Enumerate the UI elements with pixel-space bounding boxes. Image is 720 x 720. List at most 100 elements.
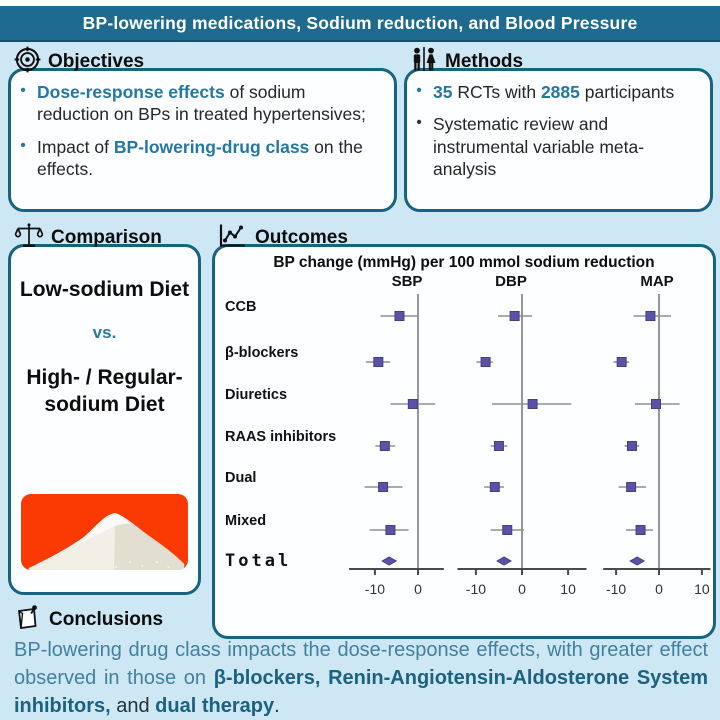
row-label: Total — [225, 551, 291, 571]
estimate-square — [480, 357, 491, 367]
bullet-dot: • — [20, 82, 26, 99]
column-header: DBP — [495, 273, 527, 290]
text-segment: dual therapy — [155, 695, 275, 717]
comparison-option-a: Low-sodium Diet — [19, 278, 190, 301]
salt-pile-photo — [21, 494, 188, 570]
text-segment: of sodium reduction on BPs in treated hy… — [37, 82, 366, 125]
tick-label: 10 — [694, 581, 710, 597]
text-segment: β-blockers, Renin-Angiotensin-Aldosteron… — [14, 667, 708, 717]
outcomes-header: Outcomes — [212, 222, 716, 249]
bullet-text: 35 RCTs with 2885 participants — [433, 81, 674, 103]
bullet-dot: • — [416, 114, 422, 132]
objectives-box: • Dose-response effects of sodium reducti… — [8, 68, 397, 212]
tick-label: 0 — [414, 581, 422, 597]
objectives-heading: Objectives — [48, 51, 145, 72]
methods-list: • 35 RCTs with 2885 participants • Systemat… — [407, 71, 710, 199]
outcomes-section: Outcomes BP change (mmHg) per 100 mmol s… — [212, 222, 716, 639]
text-segment: Systematic review and instrumental varia… — [433, 114, 645, 180]
text-segment: BP-lowering drug class impacts the dose-… — [14, 639, 708, 689]
tick-label: -10 — [466, 581, 486, 597]
estimate-square — [373, 357, 384, 367]
forest-plot-svg: SBP -10 0 DBP -10 0 10 MAP -10 0 10 CCB β-blockers Di… — [225, 273, 711, 597]
text-segment: Impact of — [37, 136, 114, 157]
top-margin — [0, 0, 720, 6]
row-label: Mixed — [225, 513, 266, 529]
text-segment: RCTs with — [452, 82, 541, 102]
balance-scale-icon — [14, 222, 44, 249]
note-pin-icon — [14, 604, 42, 631]
text-segment: 35 — [433, 82, 453, 102]
text-segment: BP-lowering-drug class — [113, 136, 310, 157]
row-label: CCB — [225, 299, 256, 315]
bullet-dot: • — [416, 82, 422, 99]
text-segment: Dose-response effects — [37, 82, 225, 102]
comparison-option-b: High- / Regular-sodium Diet — [26, 366, 183, 416]
text-segment: on the effects. — [37, 136, 363, 180]
line-chart-icon — [218, 222, 248, 249]
people-icon — [410, 47, 438, 73]
estimate-diamond — [629, 556, 646, 566]
target-icon — [14, 46, 41, 73]
bullet-dot: • — [20, 136, 26, 154]
estimate-square — [509, 311, 520, 321]
estimate-square — [645, 311, 656, 321]
comparison-header: Comparison — [8, 222, 201, 249]
bullet-text: Systematic review and instrumental varia… — [433, 113, 698, 180]
text-segment: . — [274, 695, 280, 717]
estimate-square — [650, 399, 661, 409]
outcomes-heading: Outcomes — [255, 227, 348, 248]
bullet-item: • Dose-response effects of sodium reducti… — [17, 81, 382, 126]
bullet-text: Dose-response effects of sodium reductio… — [37, 81, 382, 126]
tick-label: -10 — [606, 581, 626, 597]
bullet-item: • 35 RCTs with 2885 participants — [413, 81, 698, 103]
estimate-square — [616, 357, 627, 367]
row-label: Diuretics — [225, 387, 287, 403]
estimate-square — [489, 482, 500, 492]
methods-heading: Methods — [445, 51, 524, 72]
forest-plot-title: BP change (mmHg) per 100 mmol sodium red… — [273, 254, 655, 271]
bullet-item: • Systematic review and instrumental vari… — [413, 113, 698, 180]
objectives-header: Objectives — [8, 46, 397, 73]
comparison-section: Comparison Low-sodium Diet vs. High- / R… — [8, 222, 201, 595]
bullet-text: Impact of BP-lowering-drug class on the … — [37, 136, 382, 181]
methods-section: Methods • 35 RCTs with 2885 participants •… — [404, 46, 713, 212]
conclusions-header: Conclusions — [8, 604, 408, 631]
estimate-square — [527, 399, 538, 409]
comparison-heading: Comparison — [51, 227, 162, 248]
comparison-vs-label: vs. — [92, 323, 117, 343]
estimate-square — [385, 525, 396, 535]
estimate-diamond — [496, 556, 513, 566]
comparison-box: Low-sodium Diet vs. High- / Regular-sodi… — [8, 244, 201, 595]
column-header: SBP — [392, 273, 423, 290]
row-label: RAAS inhibitors — [225, 429, 336, 445]
methods-box: • 35 RCTs with 2885 participants • Systemat… — [404, 68, 713, 212]
bullet-item: • Impact of BP-lowering-drug class on the… — [17, 136, 382, 181]
outcomes-box: BP change (mmHg) per 100 mmol sodium red… — [212, 244, 716, 639]
estimate-square — [626, 482, 637, 492]
objectives-list: • Dose-response effects of sodium reducti… — [11, 71, 394, 199]
text-segment: 2885 — [540, 82, 580, 102]
estimate-square — [502, 525, 513, 535]
tick-label: 10 — [560, 581, 576, 597]
estimate-square — [407, 399, 418, 409]
tick-label: -10 — [365, 581, 385, 597]
estimate-square — [626, 441, 637, 451]
estimate-square — [493, 441, 504, 451]
estimate-square — [379, 441, 390, 451]
text-segment: and — [110, 695, 156, 717]
tick-label: 0 — [655, 581, 663, 597]
estimate-square — [378, 482, 389, 492]
estimate-square — [394, 311, 405, 321]
tick-label: 0 — [518, 581, 526, 597]
text-segment: participants — [579, 82, 675, 102]
row-label: β-blockers — [225, 345, 298, 361]
conclusions-heading: Conclusions — [49, 609, 164, 630]
page-title: BP-lowering medications, Sodium reductio… — [82, 12, 638, 33]
estimate-square — [635, 525, 646, 535]
conclusions-text: BP-lowering drug class impacts the dose-… — [14, 636, 708, 720]
column-header: MAP — [640, 273, 673, 290]
row-label: Dual — [225, 470, 256, 486]
objectives-section: Objectives • Dose-response effects of sod… — [8, 46, 397, 212]
estimate-diamond — [381, 556, 398, 566]
